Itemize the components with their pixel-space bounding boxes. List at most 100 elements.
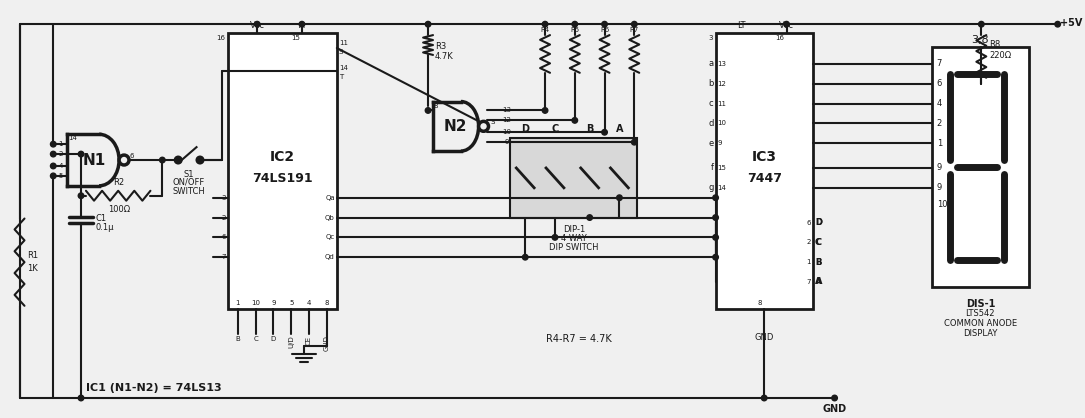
Circle shape [713, 215, 718, 220]
Text: Qd: Qd [326, 254, 335, 260]
Text: 8: 8 [434, 102, 438, 109]
Text: 2: 2 [936, 119, 942, 128]
Text: 100Ω: 100Ω [107, 205, 130, 214]
Text: DISPLAY: DISPLAY [963, 329, 997, 338]
Bar [932, 47, 1029, 287]
Text: R3: R3 [435, 41, 446, 51]
Text: B: B [586, 124, 593, 134]
Text: Qc: Qc [326, 234, 335, 240]
Circle shape [425, 108, 431, 113]
Circle shape [78, 395, 84, 401]
Circle shape [197, 157, 203, 163]
Text: 16: 16 [216, 35, 225, 41]
Text: R1: R1 [27, 251, 39, 260]
Text: 6: 6 [221, 234, 226, 240]
Text: 15: 15 [717, 165, 727, 171]
Text: T: T [339, 74, 343, 80]
Circle shape [587, 215, 592, 220]
Circle shape [602, 21, 608, 27]
Text: B: B [815, 257, 821, 267]
Circle shape [713, 195, 718, 201]
Text: IC1 (N1-N2) = 74LS13: IC1 (N1-N2) = 74LS13 [86, 383, 221, 393]
Text: SWITCH: SWITCH [173, 187, 205, 196]
Text: g: g [709, 184, 714, 192]
Text: 6: 6 [130, 153, 135, 159]
Text: 14: 14 [717, 185, 727, 191]
Text: A: A [615, 124, 623, 134]
Text: A: A [815, 278, 821, 286]
Text: 5: 5 [289, 300, 293, 306]
Text: U/D: U/D [289, 336, 294, 348]
Circle shape [542, 108, 548, 113]
Circle shape [299, 21, 305, 27]
Text: GND: GND [754, 333, 774, 342]
Text: 0.1μ: 0.1μ [95, 223, 114, 232]
Text: 7: 7 [936, 59, 942, 69]
Circle shape [572, 21, 577, 27]
Text: 4: 4 [59, 163, 63, 169]
Text: 10: 10 [936, 200, 947, 209]
Text: 4 WAY: 4 WAY [561, 234, 587, 243]
Circle shape [176, 157, 181, 163]
Text: e: e [709, 139, 714, 148]
Text: R5: R5 [571, 27, 579, 33]
Text: R4-R7 = 4.7K: R4-R7 = 4.7K [546, 334, 612, 344]
Text: 74LS191: 74LS191 [252, 172, 312, 185]
Circle shape [51, 163, 56, 169]
Text: 10: 10 [717, 120, 727, 126]
Circle shape [478, 121, 488, 131]
Text: R8: R8 [990, 40, 1000, 48]
Text: 9: 9 [936, 184, 942, 192]
Text: 220Ω: 220Ω [990, 51, 1011, 61]
Circle shape [523, 255, 528, 260]
Text: 2: 2 [59, 151, 63, 157]
Text: 14: 14 [339, 65, 347, 71]
Circle shape [119, 155, 129, 165]
Text: 3: 3 [221, 195, 226, 201]
Text: A: A [299, 21, 305, 30]
Text: 4: 4 [307, 300, 311, 306]
Text: C: C [551, 124, 559, 134]
Text: 12: 12 [717, 81, 727, 87]
Text: 9: 9 [936, 163, 942, 173]
Text: a: a [709, 59, 714, 69]
Text: C: C [253, 336, 258, 342]
Text: R6: R6 [600, 27, 609, 33]
Text: B: B [816, 257, 822, 267]
Text: R2: R2 [113, 178, 125, 187]
Text: 10: 10 [251, 300, 260, 306]
Circle shape [1055, 21, 1060, 27]
Text: 3,8: 3,8 [971, 35, 990, 45]
Text: S: S [490, 120, 495, 125]
Text: COMMON ANODE: COMMON ANODE [944, 319, 1017, 328]
Text: GND: GND [822, 404, 846, 414]
Text: 6: 6 [936, 79, 942, 88]
Circle shape [631, 21, 637, 27]
Text: DIP-1: DIP-1 [563, 225, 585, 234]
Text: 2: 2 [806, 240, 810, 245]
Text: 9: 9 [717, 140, 723, 146]
Text: f: f [711, 163, 714, 173]
Text: S: S [339, 49, 343, 55]
Text: c: c [709, 99, 714, 108]
Circle shape [832, 395, 838, 401]
Circle shape [425, 21, 431, 27]
Text: IC2: IC2 [270, 150, 295, 164]
Text: 13: 13 [717, 61, 727, 67]
Text: GND: GND [324, 336, 330, 352]
Circle shape [783, 21, 789, 27]
Circle shape [572, 117, 577, 123]
Text: Qb: Qb [326, 214, 335, 221]
Circle shape [762, 395, 767, 401]
Bar [716, 33, 813, 309]
Text: A: A [816, 278, 822, 286]
Text: 15: 15 [291, 35, 299, 41]
Text: 9: 9 [505, 139, 509, 145]
Text: R4: R4 [540, 27, 550, 33]
Text: N2: N2 [444, 119, 468, 134]
Text: Vcc: Vcc [250, 21, 265, 30]
Circle shape [542, 21, 548, 27]
Text: R7: R7 [629, 27, 639, 33]
Text: Qa: Qa [326, 195, 335, 201]
Text: 1: 1 [59, 141, 63, 147]
